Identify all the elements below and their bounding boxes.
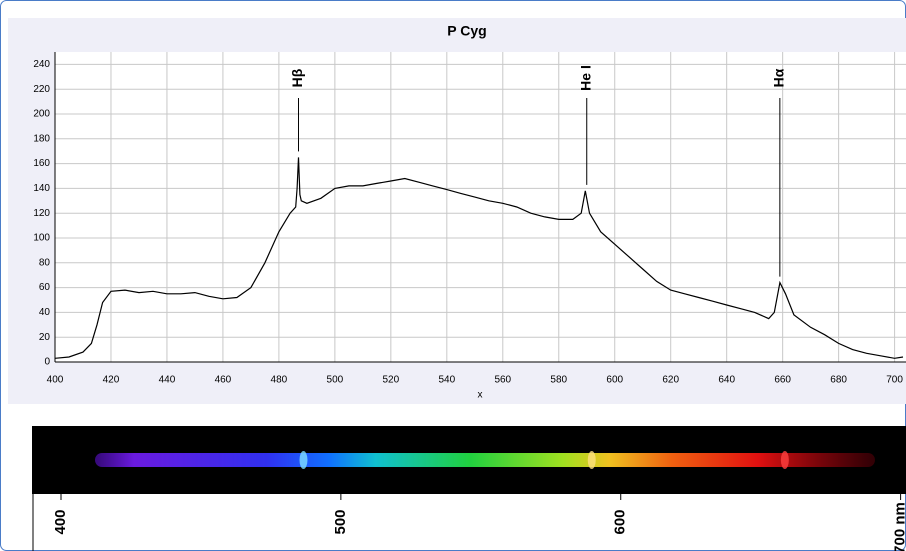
x-axis-label: x (478, 390, 483, 401)
strip-tick-label: 700 nm (892, 502, 906, 551)
y-tick-label: 140 (33, 183, 50, 194)
y-tick-label: 240 (33, 59, 50, 70)
y-tick-label: 220 (33, 84, 50, 95)
y-tick-label: 200 (33, 109, 50, 120)
plot-area (55, 52, 906, 362)
emission-spot (299, 451, 308, 469)
y-tick-label: 80 (39, 257, 51, 268)
y-tick-label: 120 (33, 208, 50, 219)
spectrum-band (95, 453, 875, 467)
x-tick-label: 640 (718, 375, 735, 386)
y-tick-label: 180 (33, 133, 50, 144)
strip-tick-label: 600 (612, 509, 629, 534)
annotation-label: Hα (771, 68, 787, 87)
x-tick-label: 540 (438, 375, 455, 386)
emission-spot (780, 451, 789, 469)
x-tick-label: 480 (271, 375, 288, 386)
x-tick-label: 460 (215, 375, 232, 386)
x-tick-label: 620 (662, 375, 679, 386)
x-tick-label: 680 (830, 375, 847, 386)
x-tick-label: 520 (382, 375, 399, 386)
x-tick-label: 440 (159, 375, 176, 386)
annotation-label: He I (577, 65, 593, 91)
x-tick-label: 420 (103, 375, 120, 386)
x-tick-label: 600 (606, 375, 623, 386)
annotation-label: Hβ (289, 68, 305, 87)
y-tick-label: 40 (39, 307, 51, 318)
x-tick-label: 580 (550, 375, 567, 386)
x-tick-label: 700 (886, 375, 903, 386)
strip-tick-label: 500 (332, 509, 349, 534)
x-tick-label: 500 (327, 375, 344, 386)
y-tick-label: 0 (44, 357, 50, 368)
y-tick-label: 100 (33, 233, 50, 244)
x-tick-label: 660 (774, 375, 791, 386)
chart-title: P Cyg (447, 23, 486, 39)
x-tick-label: 400 (47, 375, 64, 386)
y-tick-label: 60 (39, 282, 51, 293)
y-tick-label: 20 (39, 332, 51, 343)
emission-spot (587, 451, 596, 469)
y-tick-label: 160 (33, 158, 50, 169)
spectrum-line (54, 157, 904, 359)
strip-tick-label: 400 (52, 509, 69, 534)
x-tick-label: 560 (494, 375, 511, 386)
